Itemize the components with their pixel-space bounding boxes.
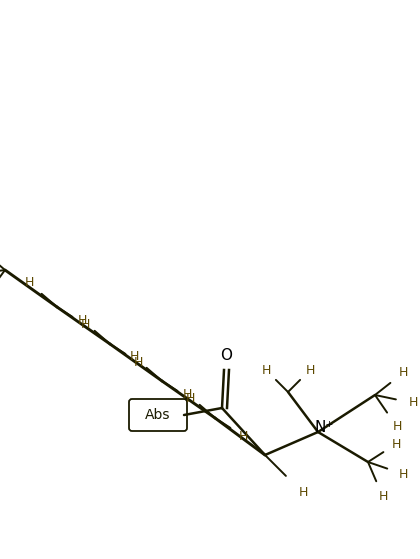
Text: H: H — [378, 490, 388, 504]
Text: H: H — [133, 356, 143, 368]
Text: H: H — [185, 392, 195, 405]
Text: H: H — [129, 350, 139, 363]
Text: H: H — [261, 363, 270, 377]
Text: N⁺: N⁺ — [314, 420, 333, 435]
Text: H: H — [305, 363, 315, 377]
Text: H: H — [24, 277, 34, 290]
Text: H: H — [80, 319, 90, 331]
Text: O: O — [220, 348, 232, 363]
Text: H: H — [77, 314, 87, 326]
Text: H: H — [298, 486, 308, 500]
Text: H: H — [391, 438, 401, 451]
Text: H: H — [398, 367, 408, 380]
Text: H: H — [392, 420, 402, 433]
Text: H: H — [182, 387, 192, 400]
Text: Abs: Abs — [145, 408, 171, 422]
Text: H: H — [398, 467, 408, 481]
Text: H: H — [408, 396, 417, 410]
FancyBboxPatch shape — [129, 399, 187, 431]
Text: H: H — [238, 429, 248, 443]
